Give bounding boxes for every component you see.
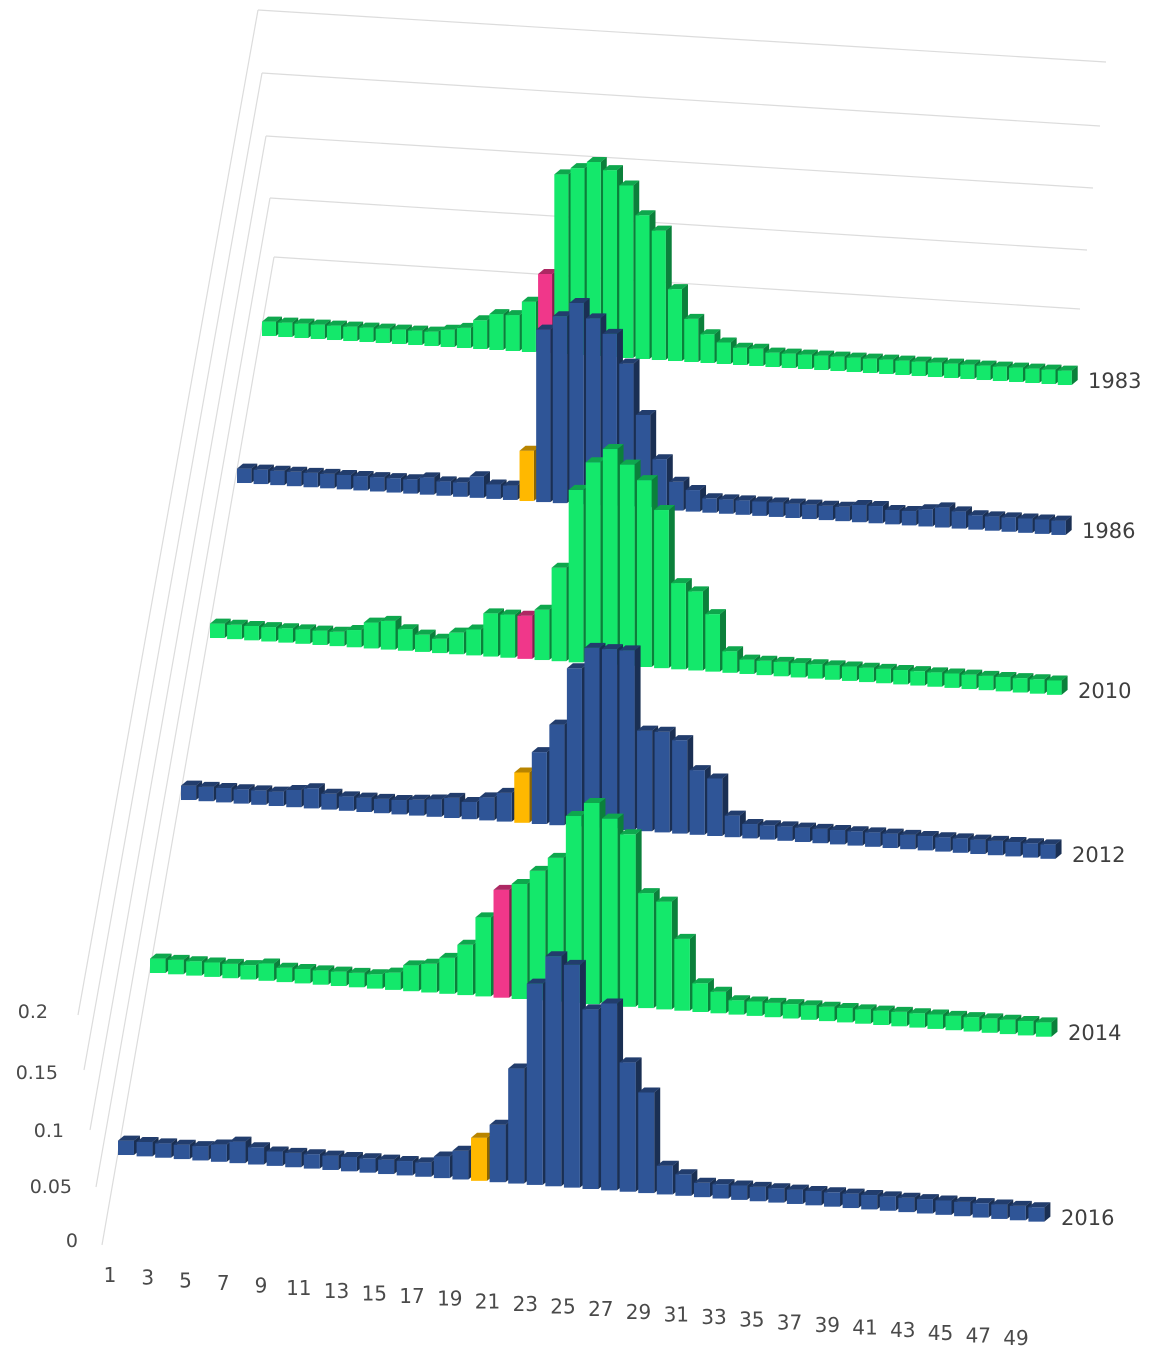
y-tick-label: 0.05 xyxy=(30,1176,72,1198)
x-tick-label: 39 xyxy=(815,1313,840,1337)
wall-edge xyxy=(89,135,267,1131)
series-label-2014: 2014 xyxy=(1068,1021,1121,1045)
x-tick-label: 49 xyxy=(1003,1326,1028,1350)
x-tick-label: 13 xyxy=(324,1279,349,1303)
x-tick-label: 25 xyxy=(550,1295,575,1319)
bar xyxy=(818,500,839,521)
bar xyxy=(244,620,265,641)
x-tick-label: 23 xyxy=(513,1292,538,1316)
bar xyxy=(444,792,466,819)
series-label-1983: 1983 xyxy=(1088,369,1141,393)
series-row-2010 xyxy=(210,444,1068,695)
y-tick-label: 0.15 xyxy=(16,1062,58,1084)
y-axis: 0 0.05 0.1 0.15 0.2 xyxy=(16,1001,78,1252)
bar xyxy=(248,1142,271,1165)
bar xyxy=(1057,365,1078,386)
series-label-2010: 2010 xyxy=(1078,679,1131,703)
x-tick-label: 41 xyxy=(852,1316,877,1340)
y-tick-label: 0 xyxy=(66,1230,78,1252)
bar xyxy=(935,832,957,852)
bar xyxy=(1040,839,1062,859)
x-tick-label: 7 xyxy=(217,1271,230,1295)
wall-edge xyxy=(77,9,259,1016)
bar xyxy=(693,1177,716,1198)
bar xyxy=(951,506,972,529)
x-tick-label: 5 xyxy=(179,1268,192,1292)
bar xyxy=(911,356,932,377)
x-tick-label: 17 xyxy=(399,1284,424,1308)
gridline xyxy=(273,256,1081,310)
series-row-1983 xyxy=(262,156,1078,386)
bar xyxy=(707,773,729,836)
bar xyxy=(1035,1017,1058,1037)
x-tick-label: 45 xyxy=(928,1321,953,1345)
x-tick-label: 19 xyxy=(437,1287,462,1311)
x-tick-label: 11 xyxy=(286,1276,311,1300)
bar xyxy=(391,324,412,345)
series-label-1986: 1986 xyxy=(1082,519,1135,543)
wall-edge xyxy=(101,256,275,1246)
bar xyxy=(1046,675,1068,695)
wall-edge xyxy=(95,197,271,1188)
gridline xyxy=(257,9,1107,63)
bar xyxy=(656,1160,679,1195)
y-tick-label: 0.1 xyxy=(34,1120,64,1142)
bar xyxy=(638,1087,661,1194)
x-tick-label: 31 xyxy=(664,1302,689,1326)
x-axis: 1 3 5 7 9 11 13 15 17 19 21 23 25 27 29 31 33 35 37 39 41 43 4… xyxy=(104,1263,1029,1350)
x-tick-label: 1 xyxy=(104,1263,117,1287)
wall-edge xyxy=(83,72,263,1071)
series-row-2014 xyxy=(150,797,1058,1037)
x-tick-label: 37 xyxy=(777,1310,802,1334)
gridlines xyxy=(77,9,1107,1246)
bar xyxy=(1028,1202,1051,1222)
gridline xyxy=(269,197,1088,251)
bar xyxy=(705,609,727,672)
x-tick-label: 33 xyxy=(701,1305,726,1329)
bar xyxy=(868,501,889,524)
bar xyxy=(954,1196,977,1217)
series-labels: 1983 1986 2010 2012 2014 2016 xyxy=(1061,369,1141,1230)
y-tick-label: 0.2 xyxy=(18,1001,48,1023)
bar xyxy=(514,767,536,823)
x-tick-label: 29 xyxy=(626,1300,651,1324)
bar xyxy=(724,810,746,838)
series-rows xyxy=(118,156,1078,1222)
x-tick-label: 21 xyxy=(475,1289,500,1313)
x-tick-label: 27 xyxy=(588,1297,613,1321)
bar xyxy=(1051,515,1072,535)
x-tick-label: 47 xyxy=(966,1323,991,1347)
series-row-2012 xyxy=(181,642,1062,859)
x-tick-label: 9 xyxy=(255,1274,268,1298)
gridline xyxy=(265,135,1094,189)
x-tick-label: 43 xyxy=(890,1318,915,1342)
series-row-2016 xyxy=(118,951,1051,1222)
series-label-2012: 2012 xyxy=(1072,843,1125,867)
bar xyxy=(436,476,457,496)
x-tick-label: 3 xyxy=(141,1266,154,1290)
x-tick-label: 15 xyxy=(362,1281,387,1305)
x-tick-label: 35 xyxy=(739,1308,764,1332)
gridline xyxy=(261,72,1101,127)
series-label-2016: 2016 xyxy=(1061,1206,1114,1230)
